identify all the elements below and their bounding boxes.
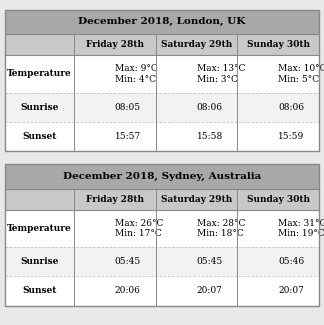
Bar [5,55,319,93]
Text: 15:59: 15:59 [278,132,305,141]
Text: Max: 31°C
Min: 19°C: Max: 31°C Min: 19°C [278,219,324,238]
Text: Sunday 30th: Sunday 30th [247,195,310,203]
Text: Max: 13°C
Min: 3°C: Max: 13°C Min: 3°C [197,64,245,84]
Text: 05:45: 05:45 [197,257,223,266]
Text: Sunrise: Sunrise [20,103,59,112]
Text: 15:58: 15:58 [197,132,223,141]
Text: Sunset: Sunset [22,132,57,141]
Text: 08:05: 08:05 [115,103,141,112]
Text: Max: 10°C
Min: 5°C: Max: 10°C Min: 5°C [278,64,324,84]
Bar [5,164,319,306]
Bar [5,93,319,122]
Text: 08:06: 08:06 [278,103,304,112]
Text: Max: 9°C
Min: 4°C: Max: 9°C Min: 4°C [115,64,157,84]
Text: Friday 28th: Friday 28th [86,40,144,49]
Text: 20:06: 20:06 [115,286,141,295]
Text: December 2018, London, UK: December 2018, London, UK [78,18,246,26]
Text: Sunday 30th: Sunday 30th [247,40,310,49]
Text: Sunset: Sunset [22,286,57,295]
Bar [5,276,319,306]
Text: Saturday 29th: Saturday 29th [161,195,232,203]
Bar [5,188,319,210]
Text: Temperature: Temperature [7,224,72,233]
Bar [5,10,319,34]
Text: 05:45: 05:45 [115,257,141,266]
Text: 05:46: 05:46 [278,257,305,266]
Text: 08:06: 08:06 [197,103,223,112]
Text: 20:07: 20:07 [278,286,304,295]
Text: Temperature: Temperature [7,70,72,78]
Bar [5,247,319,276]
Bar [5,122,319,151]
Bar [5,164,319,188]
Bar [5,34,319,55]
Text: Friday 28th: Friday 28th [86,195,144,203]
Bar [5,10,319,151]
Text: Max: 26°C
Min: 17°C: Max: 26°C Min: 17°C [115,219,163,238]
Text: Saturday 29th: Saturday 29th [161,40,232,49]
Text: Max: 28°C
Min: 18°C: Max: 28°C Min: 18°C [197,219,245,238]
Text: December 2018, Sydney, Australia: December 2018, Sydney, Australia [63,172,261,181]
Text: 15:57: 15:57 [115,132,141,141]
Text: 20:07: 20:07 [197,286,223,295]
Text: Sunrise: Sunrise [20,257,59,266]
Bar [5,210,319,247]
